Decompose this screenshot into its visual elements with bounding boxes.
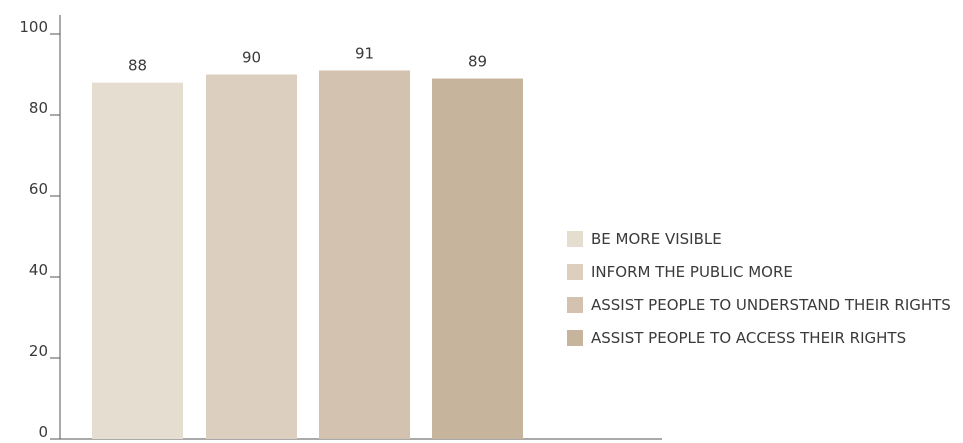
legend-swatch xyxy=(567,230,583,247)
y-tick-label: 40 xyxy=(29,261,48,279)
legend-label: INFORM THE PUBLIC MORE xyxy=(591,262,793,281)
bars xyxy=(92,70,523,440)
legend-swatch xyxy=(567,296,583,313)
legend-item-be-more-visible: BE MORE VISIBLE xyxy=(567,229,951,248)
legend-item-inform-the-public-more: INFORM THE PUBLIC MORE xyxy=(567,262,951,281)
bar xyxy=(432,78,523,440)
bar-value-label: 89 xyxy=(468,53,487,71)
y-tick-label: 60 xyxy=(29,180,48,198)
legend-label: ASSIST PEOPLE TO UNDERSTAND THEIR RIGHTS xyxy=(591,295,951,314)
legend-item-understand-rights: ASSIST PEOPLE TO UNDERSTAND THEIR RIGHTS xyxy=(567,295,951,314)
legend-item-access-rights: ASSIST PEOPLE TO ACCESS THEIR RIGHTS xyxy=(567,328,951,347)
bar xyxy=(92,82,183,439)
bar-value-label: 88 xyxy=(128,57,147,75)
legend-label: ASSIST PEOPLE TO ACCESS THEIR RIGHTS xyxy=(591,328,907,347)
bar-value-label: 91 xyxy=(355,44,374,62)
data-labels: 88 90 91 89 xyxy=(128,44,487,74)
legend: BE MORE VISIBLE INFORM THE PUBLIC MORE A… xyxy=(567,229,951,361)
legend-swatch xyxy=(567,329,583,346)
legend-label: BE MORE VISIBLE xyxy=(591,229,722,248)
bar-value-label: 90 xyxy=(242,49,261,67)
y-tick-label: 100 xyxy=(19,18,48,36)
bar xyxy=(206,74,297,439)
y-tick-label: 20 xyxy=(29,342,48,360)
y-tick-label: 0 xyxy=(38,423,48,441)
y-tick-label: 80 xyxy=(29,99,48,117)
bar xyxy=(319,70,410,439)
legend-swatch xyxy=(567,263,583,280)
